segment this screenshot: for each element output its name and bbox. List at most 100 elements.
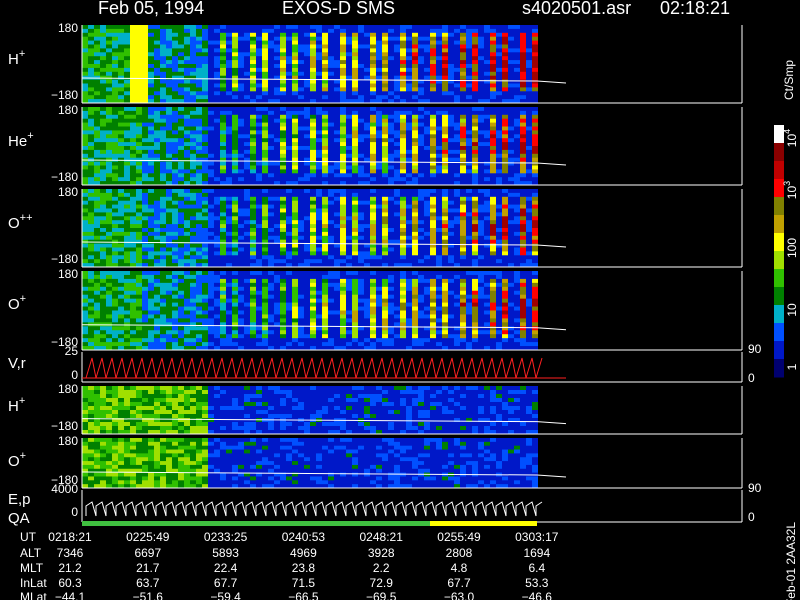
spectrogram-cell [370,44,376,49]
spectrogram-cell [370,138,376,143]
spectrogram-cell [178,177,184,182]
spectrogram-cell [298,40,304,45]
spectrogram-cell [304,110,310,116]
spectrogram-cell [304,216,310,221]
spectrogram-cell [424,239,430,245]
spectrogram-cell [106,224,112,229]
spectrogram-cell [130,220,136,225]
spectrogram-cell [376,75,382,81]
spectrogram-cell [166,48,172,53]
spectrogram-cell [184,83,190,88]
spectrogram-cell [406,32,412,38]
spectrogram-cell [400,146,406,151]
spectrogram-cell [184,322,190,327]
spectrogram-cell [124,36,130,42]
spectrogram-cell [448,110,454,116]
spectrogram-cell [82,99,88,104]
spectrogram-cell [274,64,280,69]
spectrogram-cell [310,169,316,174]
spectrogram-cell [124,334,130,339]
spectrogram-cell [202,134,208,139]
spectrogram-cell [532,263,538,268]
spectrogram-cell [352,212,358,217]
spectrogram-cell [82,282,88,288]
spectrogram-cell [484,40,490,45]
spectrogram-cell [496,157,502,163]
spectrogram-cell [172,40,178,45]
spectrogram-cell [430,228,436,233]
spectrogram-cell [526,220,532,225]
spectrogram-cell [316,52,322,57]
spectrogram-cell [520,200,526,206]
spectrogram-cell [274,25,280,30]
spectrogram-cell [460,114,466,120]
spectrogram-cell [310,87,316,92]
spectrogram-cell [418,138,424,143]
spectrogram-cell [412,40,418,45]
spectrogram-cell [412,216,418,221]
spectrogram-cell [472,130,478,135]
spectrogram-cell [136,192,142,198]
spectrogram-cell [490,149,496,155]
spectrogram-cell [178,338,184,343]
spectrogram-cell [454,67,460,73]
spectrogram-cell [202,153,208,159]
spectrogram-cell [436,28,442,34]
spectrogram-cell [406,153,412,159]
spectrogram-cell [334,25,340,30]
spectrogram-cell [220,263,226,268]
spectrogram-cell [124,200,130,206]
spectrogram-cell [142,165,148,170]
spectrogram-cell [334,243,340,248]
spectrogram-cell [250,67,256,73]
spectrogram-cell [136,212,142,217]
spectrogram-cell [370,243,376,248]
spectrogram-cell [406,251,412,256]
spectrogram-cell [334,165,340,170]
spectrogram-cell [124,274,130,280]
spectrogram-cell [388,71,394,77]
spectrogram-cell [478,255,484,260]
spectrogram-cell [340,239,346,245]
spectrogram-cell [364,32,370,38]
spectrogram-cell [370,235,376,241]
spectrogram-cell [376,196,382,202]
spectrogram-cell [178,64,184,69]
spectrogram-cell [82,310,88,315]
spectrogram-cell [532,52,538,57]
spectrogram-cell [82,40,88,45]
spectrogram-cell [214,95,220,100]
spectrogram-cell [412,189,418,194]
spectrogram-cell [82,212,88,217]
spectrogram-cell [496,220,502,225]
spectrogram-cell [292,189,298,194]
spectrogram-cell [256,107,262,112]
spectrogram-cell [310,181,316,186]
spectrogram-cell [82,271,88,276]
spectrogram-cell [436,114,442,120]
spectrogram-cell [220,79,226,84]
spectrogram-cell [166,212,172,217]
spectrogram-cell [262,204,268,209]
spectrogram-cell [316,263,322,268]
spectrogram-cell [88,208,94,213]
spectrogram-cell [346,56,352,61]
spectrogram-cell [388,79,394,84]
spectrogram-cell [418,173,424,178]
spectrogram-cell [424,169,430,174]
spectrogram-cell [166,306,172,311]
spectrogram-cell [190,52,196,57]
spectrogram-cell [190,99,196,104]
spectrogram-cell [82,25,88,30]
spectrogram-cell [166,138,172,143]
spectrogram-cell [142,126,148,131]
spectrogram-cell [370,177,376,182]
spectrogram-cell [172,192,178,198]
spectrogram-cell [154,118,160,124]
spectrogram-cell [160,110,166,116]
spectrogram-cell [106,99,112,104]
spectrogram-cell [112,95,118,100]
spectrogram-cell [334,79,340,84]
spectrogram-cell [286,161,292,166]
spectrogram-cell [124,138,130,143]
